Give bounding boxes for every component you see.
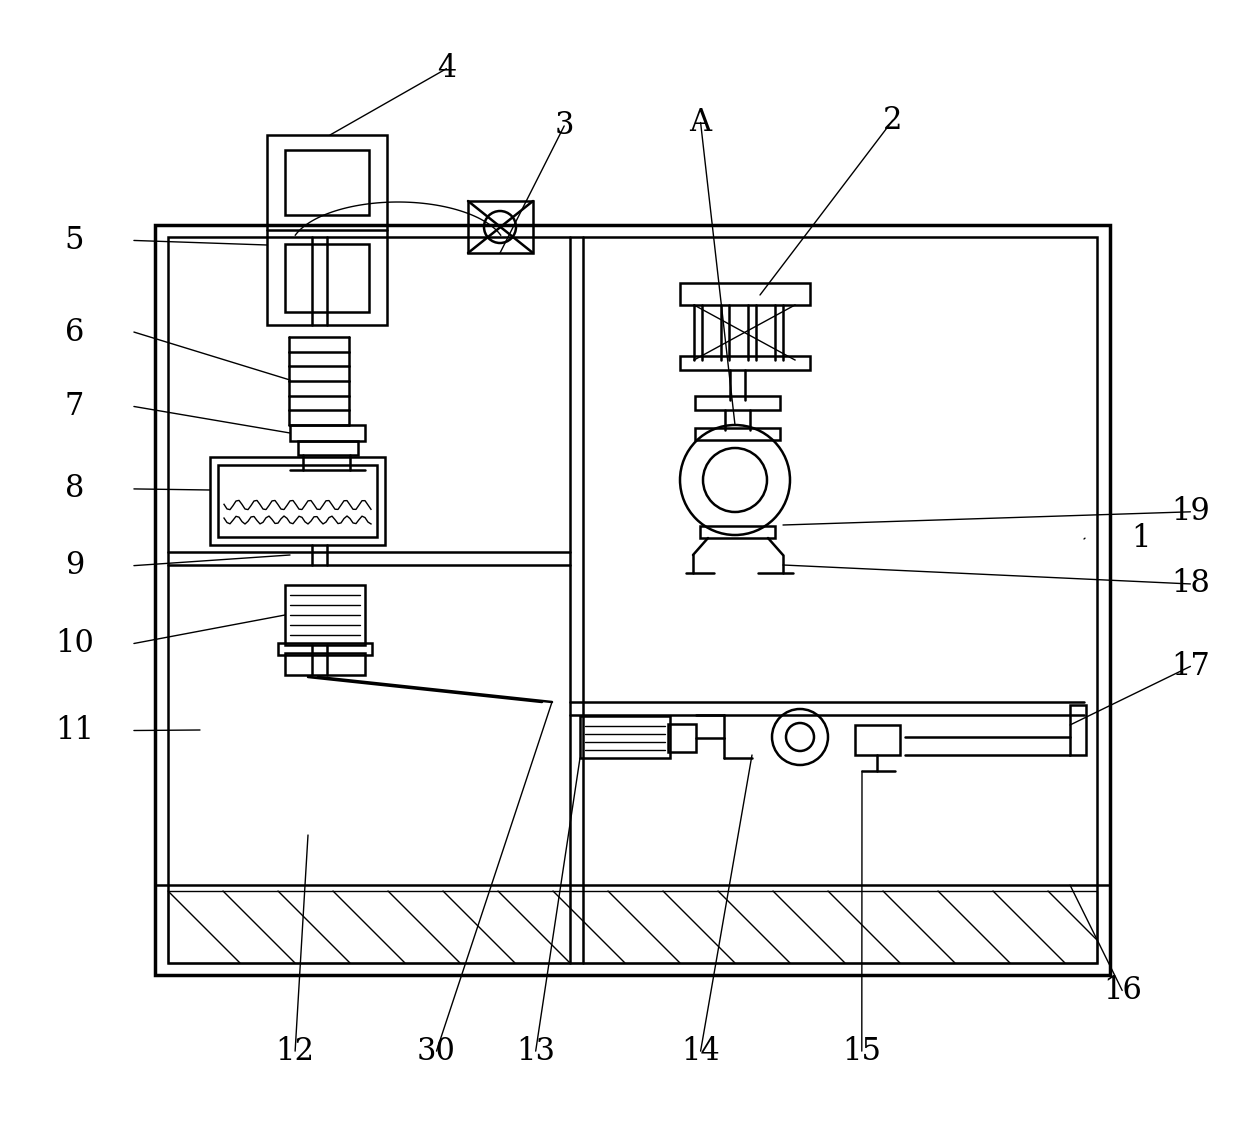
Text: 7: 7 — [64, 390, 84, 423]
Bar — [467, 202, 533, 253]
Bar — [167, 237, 1097, 963]
Text: 12: 12 — [275, 1035, 315, 1067]
Text: 19: 19 — [1171, 496, 1210, 528]
Text: 4: 4 — [436, 53, 456, 85]
Text: 13: 13 — [516, 1035, 556, 1067]
Bar — [285, 653, 365, 676]
Bar — [580, 716, 670, 758]
Text: 30: 30 — [417, 1035, 456, 1067]
Bar — [680, 283, 810, 305]
Text: 9: 9 — [64, 550, 84, 582]
Bar — [694, 396, 780, 410]
Text: A: A — [689, 106, 712, 139]
Bar — [680, 356, 810, 370]
Bar — [856, 725, 900, 755]
Bar — [1070, 705, 1086, 755]
Bar — [155, 885, 1110, 976]
Text: 15: 15 — [842, 1035, 882, 1067]
Bar — [668, 724, 696, 752]
Text: 18: 18 — [1171, 568, 1210, 600]
Bar — [701, 526, 775, 538]
Text: 10: 10 — [55, 627, 94, 660]
Text: 1: 1 — [1131, 522, 1151, 554]
Text: 11: 11 — [55, 714, 94, 747]
Bar — [285, 150, 370, 215]
Text: 6: 6 — [64, 316, 84, 348]
Bar — [210, 457, 384, 545]
Bar — [285, 244, 370, 311]
Text: 14: 14 — [681, 1035, 720, 1067]
Text: 17: 17 — [1171, 650, 1210, 682]
Bar — [155, 226, 1110, 976]
Bar — [298, 441, 358, 455]
Bar — [218, 465, 377, 537]
Bar — [278, 643, 372, 655]
Bar — [290, 425, 365, 441]
Bar — [285, 585, 365, 645]
Text: 8: 8 — [64, 473, 84, 505]
Text: 2: 2 — [883, 104, 903, 136]
Text: 16: 16 — [1102, 974, 1142, 1006]
Bar — [167, 891, 1097, 963]
Bar — [694, 428, 780, 440]
Text: 5: 5 — [64, 224, 84, 256]
Text: 3: 3 — [554, 110, 574, 142]
Bar — [267, 135, 387, 325]
